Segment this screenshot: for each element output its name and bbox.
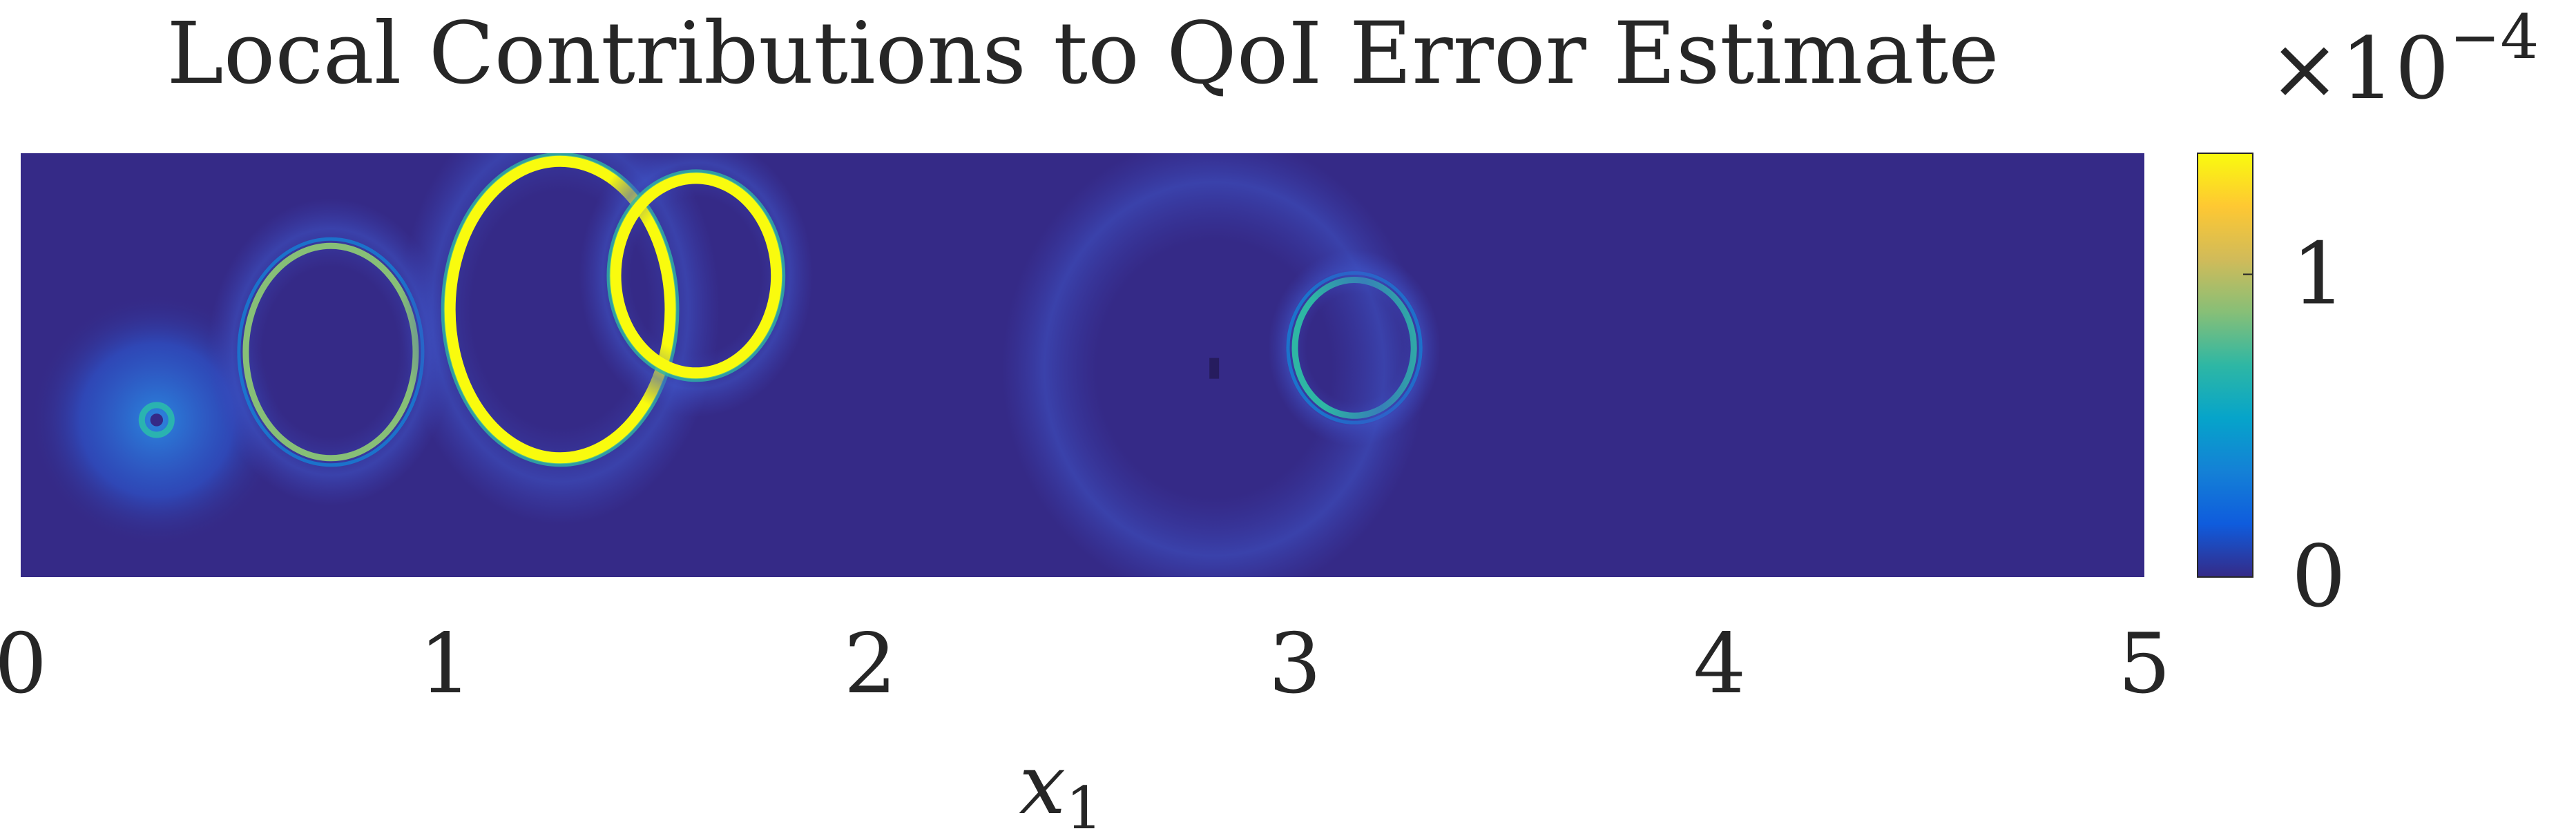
heatmap-blob-center [150,413,164,427]
heatmap-ring-edge [606,169,786,382]
colorbar-ticks: 01 [2243,224,2346,627]
x-tick-label: 1 [419,616,472,712]
x-tick-label: 0 [0,616,47,712]
x-tick-label: 2 [844,616,896,712]
x-axis-label-subscript: 1 [1066,774,1102,837]
colorbar-exponent-power: −4 [2450,1,2539,72]
colorbar-tick-label: 1 [2291,224,2346,324]
x-axis-ticks: 0 1 2 3 4 5 [0,616,2171,712]
chart-title: Local Contributions to QoI Error Estimat… [166,4,1999,104]
colorbar-exponent-base: ×10 [2269,19,2450,119]
colorbar [2197,153,2253,578]
colorbar-exponent-label: ×10−4 [2269,1,2539,119]
x-tick-label: 4 [1693,616,1746,712]
x-tick-label: 5 [2118,616,2171,712]
heatmap-blob-core [138,402,175,438]
x-axis-label-main: x [1019,737,1066,833]
heatmap-features [29,153,1441,577]
heatmap-ring [609,172,783,380]
x-tick-label: 3 [1269,616,1321,712]
colorbar-tick-label: 0 [2291,527,2346,627]
x-axis-label: x1 [1019,737,1102,837]
heatmap-dot [1209,358,1220,379]
